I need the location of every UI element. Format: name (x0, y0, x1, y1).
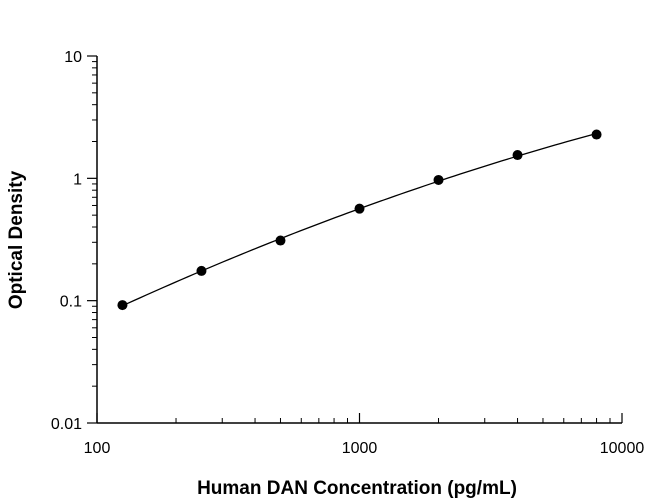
x-axis-title: Human DAN Concentration (pg/mL) (197, 478, 517, 499)
x-tick-label: 100 (84, 440, 111, 457)
data-point (117, 300, 128, 311)
y-tick-label: 1 (73, 171, 82, 188)
data-point (591, 129, 602, 140)
y-axis-title: Optical Density (6, 170, 27, 309)
data-point (196, 265, 207, 276)
y-tick-label: 0.1 (60, 294, 82, 311)
y-tick-label: 0.01 (51, 416, 82, 433)
x-tick-label: 1000 (342, 440, 378, 457)
x-axis-ticks: 100 1000 10000 (84, 413, 645, 457)
data-point (354, 203, 365, 214)
fit-curve (122, 132, 597, 307)
axes (96, 56, 622, 424)
y-tick-label: 10 (64, 49, 82, 66)
data-point (512, 150, 523, 161)
data-point (433, 174, 444, 185)
y-axis-ticks: 0.01 0.1 1 10 (51, 49, 97, 433)
x-tick-label: 10000 (600, 440, 645, 457)
data-point (275, 235, 286, 246)
data-points (117, 129, 602, 311)
fit-curve-layer (122, 132, 597, 307)
